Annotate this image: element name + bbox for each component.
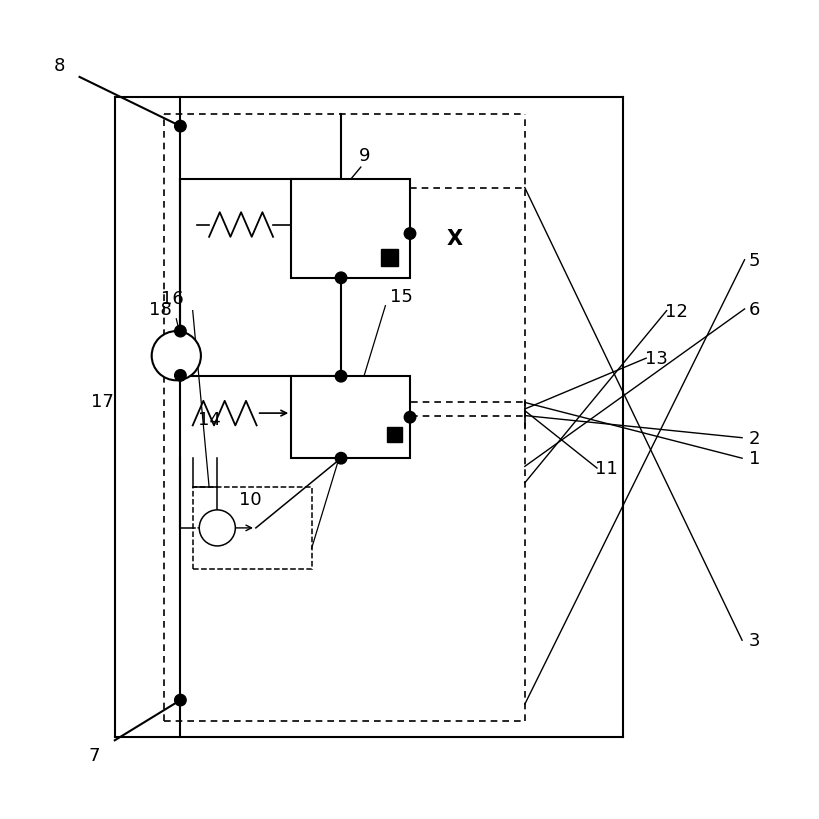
Circle shape [174, 121, 186, 133]
Text: 6: 6 [748, 301, 759, 319]
Circle shape [152, 332, 201, 381]
Circle shape [199, 510, 235, 546]
Text: 7: 7 [88, 746, 100, 764]
Text: 5: 5 [748, 251, 759, 269]
Circle shape [174, 695, 186, 706]
Bar [291, 180, 410, 278]
Text: 9: 9 [359, 147, 370, 165]
Text: 18: 18 [148, 301, 171, 319]
Text: 15: 15 [390, 287, 413, 305]
Circle shape [335, 453, 346, 464]
Text: X: X [446, 229, 463, 249]
Bar [387, 428, 401, 442]
Text: 2: 2 [748, 429, 759, 447]
Bar [291, 377, 410, 459]
Circle shape [404, 229, 415, 240]
Circle shape [335, 371, 346, 382]
Text: 11: 11 [595, 459, 618, 477]
Text: 14: 14 [197, 410, 220, 428]
Circle shape [174, 370, 186, 382]
Text: 3: 3 [748, 631, 759, 649]
Text: 16: 16 [161, 290, 183, 308]
Text: 10: 10 [238, 491, 261, 509]
Text: 17: 17 [91, 392, 114, 410]
Text: 8: 8 [53, 57, 65, 75]
Circle shape [404, 412, 415, 423]
Text: 12: 12 [664, 302, 687, 320]
Circle shape [174, 326, 186, 337]
Text: 1: 1 [748, 450, 759, 468]
Text: 13: 13 [644, 350, 667, 368]
Bar [192, 487, 311, 569]
Bar [381, 250, 397, 266]
Circle shape [335, 273, 346, 284]
